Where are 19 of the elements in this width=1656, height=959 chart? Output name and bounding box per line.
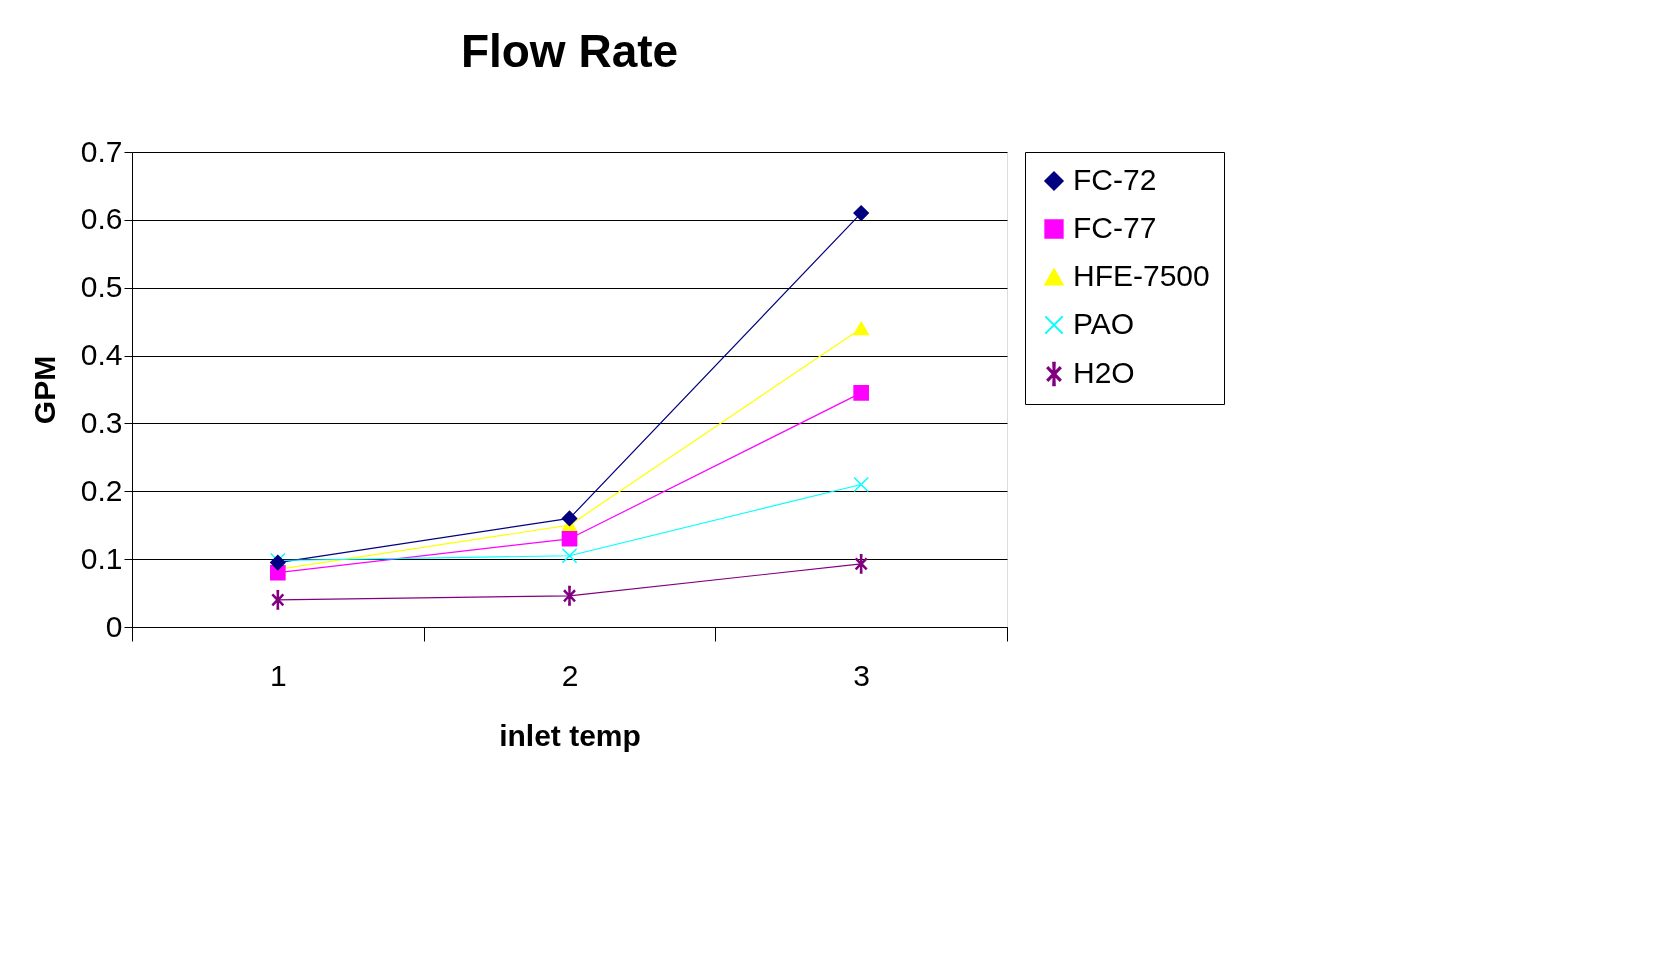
y-axis-title: GPM <box>27 355 61 425</box>
x-tick-label: 2 <box>561 658 579 692</box>
y-tick-label: 0.2 <box>80 473 123 507</box>
legend-label: PAO <box>1073 307 1135 340</box>
y-tick-label: 0.3 <box>80 405 123 439</box>
legend-label: HFE-7500 <box>1073 259 1210 292</box>
x-axis-title: inlet temp <box>499 718 641 752</box>
legend-label: H2O <box>1073 356 1135 389</box>
y-tick-label: 0.4 <box>80 338 123 372</box>
x-tick-label: 1 <box>269 658 287 692</box>
legend-label: FC-77 <box>1073 211 1157 244</box>
y-tick-label: 0.5 <box>80 270 123 304</box>
y-tick-label: 0 <box>105 609 123 643</box>
legend-label: FC-72 <box>1073 163 1157 196</box>
y-tick-label: 0.1 <box>80 541 123 575</box>
y-tick-label: 0.7 <box>80 134 123 168</box>
chart-title: Flow Rate <box>460 25 679 77</box>
x-tick-label: 3 <box>853 658 871 692</box>
y-tick-label: 0.6 <box>80 202 123 236</box>
